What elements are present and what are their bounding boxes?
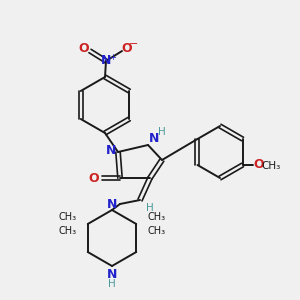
Text: N: N [106, 145, 116, 158]
Text: N: N [107, 268, 117, 281]
Text: O: O [253, 158, 264, 172]
Text: CH₃: CH₃ [147, 212, 165, 222]
Text: O: O [122, 43, 132, 56]
Text: N: N [101, 55, 111, 68]
Text: N: N [149, 133, 159, 146]
Text: CH₃: CH₃ [261, 161, 280, 171]
Text: CH₃: CH₃ [59, 212, 77, 222]
Text: O: O [89, 172, 99, 184]
Text: CH₃: CH₃ [147, 226, 165, 236]
Text: N: N [107, 197, 117, 211]
Text: H: H [158, 127, 166, 137]
Text: CH₃: CH₃ [59, 226, 77, 236]
Text: H: H [146, 203, 154, 213]
Text: +: + [110, 52, 116, 62]
Text: H: H [108, 279, 116, 289]
Text: O: O [79, 43, 89, 56]
Text: −: − [129, 39, 139, 49]
